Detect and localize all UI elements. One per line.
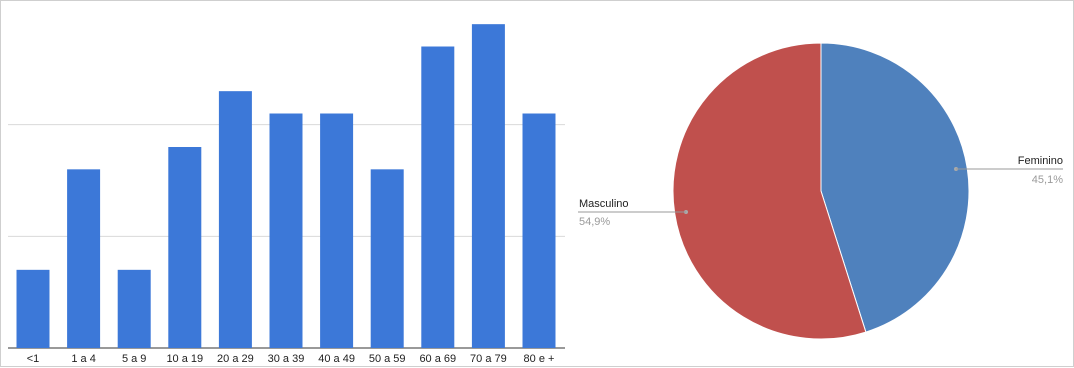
bar [320, 113, 354, 348]
bar-chart: <1 1 a 4 5 a 9 10 a 19 20 a 29 30 a 39 40 a 49… [8, 24, 565, 365]
slice-percent: 45,1% [1032, 174, 1063, 186]
slice-label: Masculino [579, 198, 629, 210]
bar [421, 46, 455, 348]
x-tick-label: 10 a 19 [166, 353, 203, 365]
bar [218, 91, 252, 349]
slice-percent: 54,9% [579, 216, 610, 228]
bar [269, 113, 303, 348]
x-tick-label: 20 a 29 [217, 353, 254, 365]
x-tick-label: 1 a 4 [71, 353, 95, 365]
slice-label: Feminino [1018, 155, 1063, 167]
pie-slice [672, 42, 867, 340]
x-tick-label: 50 a 59 [369, 353, 406, 365]
x-tick-label: 5 a 9 [122, 353, 146, 365]
bar [16, 269, 50, 348]
bar [471, 24, 505, 349]
pie-slice [820, 42, 970, 333]
x-tick-label: 70 a 79 [470, 353, 507, 365]
x-tick-label: <1 [27, 353, 40, 365]
x-tick-label: 40 a 49 [318, 353, 355, 365]
bar [168, 147, 202, 348]
bar [117, 269, 151, 348]
x-tick-label: 30 a 39 [268, 353, 305, 365]
bar [67, 169, 101, 348]
bar [370, 169, 404, 348]
bar [522, 113, 556, 348]
x-tick-label: 80 e + [524, 353, 555, 365]
x-tick-label: 60 a 69 [419, 353, 456, 365]
